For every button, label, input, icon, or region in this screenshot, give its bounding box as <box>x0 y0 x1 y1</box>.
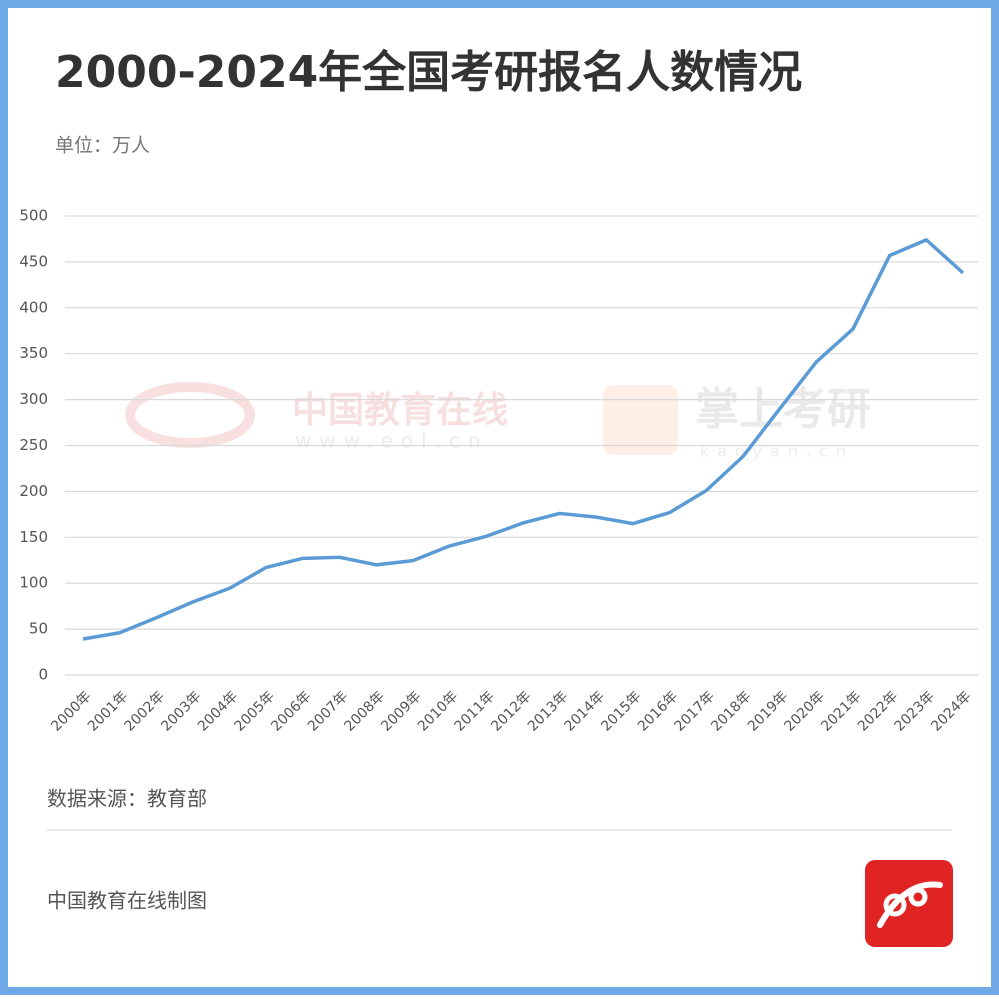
y-tick-label: 300 <box>19 390 48 408</box>
logo-bg <box>865 860 953 947</box>
y-tick-label: 200 <box>19 482 48 500</box>
logo-shape <box>883 893 907 917</box>
watermark-text: kaoyan.cn <box>700 442 854 461</box>
y-tick-label: 0 <box>38 666 48 684</box>
watermark-icon <box>125 382 255 448</box>
y-tick-label: 350 <box>19 344 48 362</box>
watermark: 中国教育在线 www.eol.cn 掌上考研 kaoyan.cn <box>125 382 871 461</box>
y-tick-label: 50 <box>29 620 48 638</box>
data-line <box>82 238 965 641</box>
logo-swoosh <box>877 881 943 928</box>
logo <box>865 860 953 947</box>
credit: 中国教育在线制图 <box>47 889 207 913</box>
watermark-text: 中国教育在线 <box>292 390 508 431</box>
watermark-icon <box>603 385 678 455</box>
y-tick-label: 100 <box>19 574 48 592</box>
watermark-text: 掌上考研 <box>695 384 871 435</box>
logo-shape <box>908 887 928 907</box>
unit-label: 单位：万人 <box>55 135 150 157</box>
y-tick-label: 250 <box>19 436 48 454</box>
y-tick-label: 150 <box>19 528 48 546</box>
watermark-text: www.eol.cn <box>295 429 489 453</box>
chart-title: 2000-2024年全国考研报名人数情况 <box>55 47 802 98</box>
y-tick-label: 450 <box>19 252 48 270</box>
source: 数据来源：教育部 <box>47 787 207 811</box>
y-tick-label: 400 <box>19 298 48 316</box>
y-tick-label: 500 <box>19 207 48 225</box>
